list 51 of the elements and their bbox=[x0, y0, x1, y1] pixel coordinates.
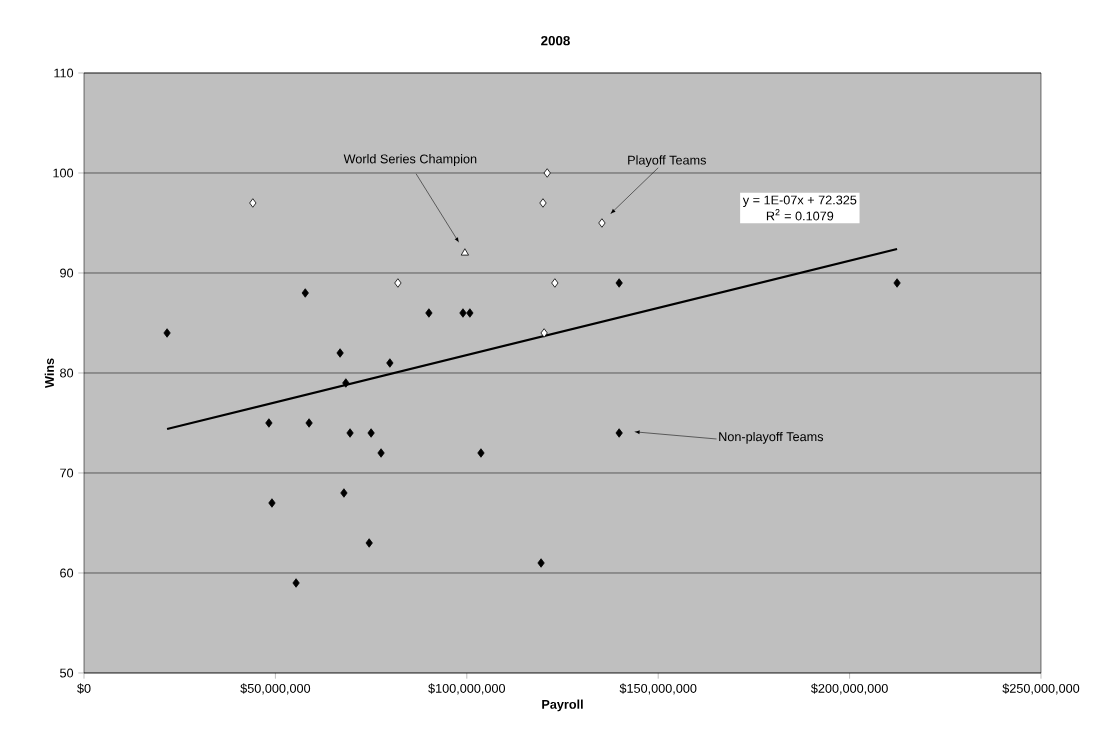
point bbox=[425, 308, 433, 318]
point bbox=[466, 308, 474, 318]
point bbox=[342, 378, 350, 388]
y-tick-label: 70 bbox=[60, 468, 74, 478]
point bbox=[346, 428, 354, 438]
y-tick-label: 100 bbox=[53, 168, 74, 178]
x-tick-label: $100,000,000 bbox=[428, 683, 506, 695]
x-tick-label: $250,000,000 bbox=[1002, 683, 1080, 695]
point bbox=[301, 288, 309, 298]
point bbox=[386, 358, 394, 368]
point bbox=[367, 428, 375, 438]
annotation: Playoff Teams bbox=[628, 155, 707, 168]
annotation: R$^{2}$ = 0.1079 bbox=[766, 209, 834, 221]
y-tick-label: 110 bbox=[54, 68, 74, 78]
x-tick-label: $50,000,000 bbox=[240, 683, 311, 695]
point bbox=[893, 278, 901, 288]
point bbox=[163, 328, 171, 338]
point bbox=[459, 308, 467, 318]
y-tick-label: 60 bbox=[60, 568, 74, 578]
point bbox=[477, 448, 485, 458]
point bbox=[377, 448, 385, 458]
point bbox=[249, 198, 257, 208]
point bbox=[615, 428, 623, 438]
point bbox=[268, 498, 276, 508]
point bbox=[539, 198, 547, 208]
point bbox=[292, 578, 300, 588]
point bbox=[340, 488, 348, 498]
point bbox=[394, 278, 402, 288]
annotation: y = 1E-07x + 72.325 bbox=[742, 195, 857, 207]
point bbox=[537, 558, 545, 568]
x-tick-label: $200,000,000 bbox=[811, 683, 888, 695]
y-axis-title: Wins bbox=[44, 358, 54, 389]
point bbox=[543, 168, 551, 178]
y-tick-label: 50 bbox=[60, 668, 74, 678]
point bbox=[540, 328, 548, 338]
point bbox=[460, 248, 469, 256]
x-tick-label: $0 bbox=[77, 683, 91, 694]
point bbox=[336, 348, 344, 358]
point bbox=[615, 278, 623, 288]
point bbox=[265, 418, 273, 428]
annotation: Non-playoff Teams bbox=[719, 431, 824, 444]
chart-title: 2008 bbox=[541, 35, 570, 46]
point bbox=[305, 418, 313, 428]
annotation: World Series Champion bbox=[343, 154, 477, 166]
point bbox=[551, 278, 559, 288]
point bbox=[598, 218, 606, 228]
x-tick-label: $150,000,000 bbox=[619, 683, 697, 695]
point bbox=[365, 538, 373, 548]
y-tick-label: 90 bbox=[60, 268, 74, 278]
y-tick-label: 80 bbox=[60, 368, 74, 378]
x-axis-title: Payroll bbox=[542, 699, 583, 712]
